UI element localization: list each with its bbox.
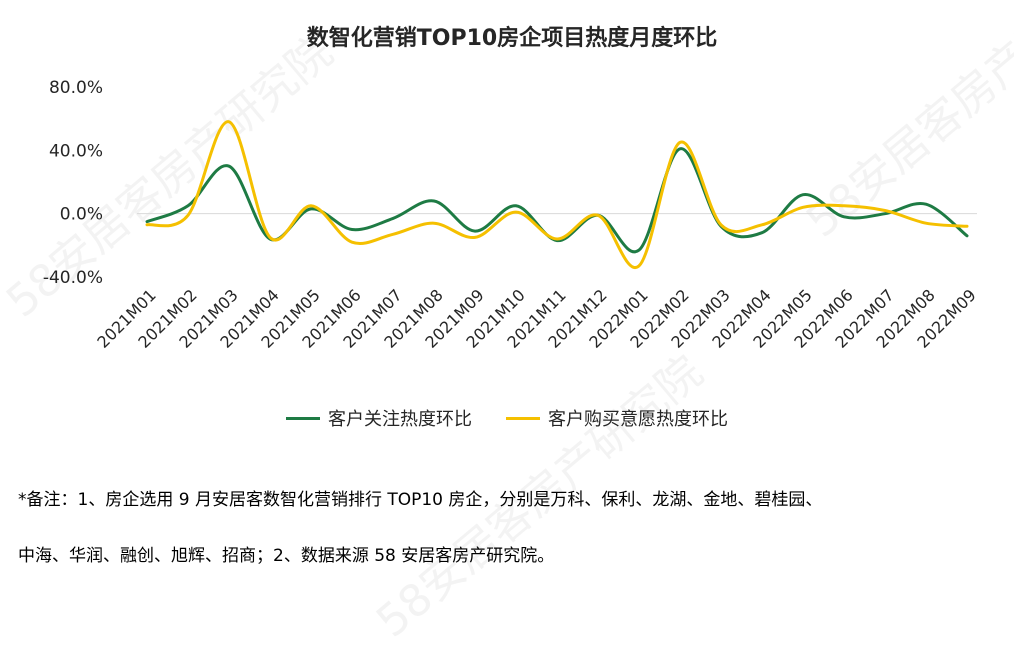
footnote-line-1: *备注：1、房企选用 9 月安居客数智化营销排行 TOP10 房企，分别是万科、… <box>18 490 823 510</box>
y-tick-label: 0.0% <box>60 205 103 225</box>
series-layer <box>145 120 969 270</box>
legend-label-attention: 客户关注热度环比 <box>328 409 472 430</box>
legend-label-purchase: 客户购买意愿热度环比 <box>548 409 728 430</box>
legend-swatch-purchase <box>506 416 540 420</box>
x-axis: 2021M012021M022021M032021M042021M052021M… <box>93 285 979 351</box>
legend: 客户关注热度环比 客户购买意愿热度环比 <box>0 405 1014 431</box>
series-line-purchase <box>145 120 969 270</box>
line-chart: 数智化营销TOP10房企项目热度月度环比 80.0% 40.0% 0.0% -40.0… <box>43 25 980 352</box>
y-tick-label: 40.0% <box>49 141 103 161</box>
legend-swatch-attention <box>286 416 320 420</box>
y-tick-label: 80.0% <box>49 78 103 98</box>
y-tick-label: -40.0% <box>43 268 103 288</box>
footnote-line-2: 中海、华润、融创、旭辉、招商；2、数据来源 58 安居客房产研究院。 <box>18 546 555 566</box>
legend-item-purchase: 客户购买意愿热度环比 <box>506 405 728 431</box>
chart-title: 数智化营销TOP10房企项目热度月度环比 <box>307 25 717 51</box>
legend-item-attention: 客户关注热度环比 <box>286 405 472 431</box>
y-axis: 80.0% 40.0% 0.0% -40.0% <box>43 78 103 288</box>
